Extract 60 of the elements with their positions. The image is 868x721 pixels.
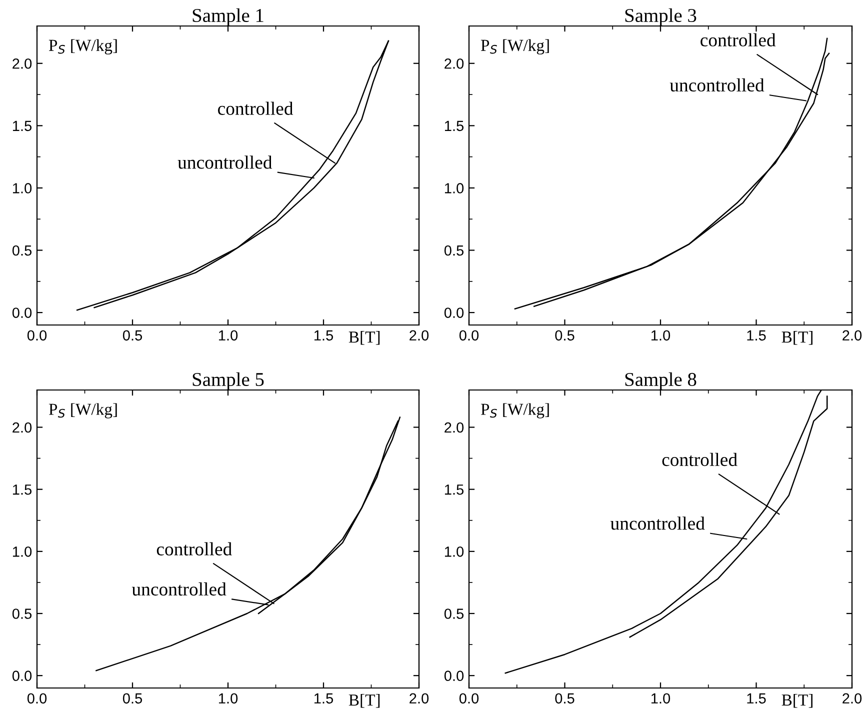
x-tick-label: 0.0 xyxy=(27,693,47,704)
x-axis-title: B[T] xyxy=(348,330,380,345)
y-axis-title: P$_{S}$ [W/kg] xyxy=(480,403,549,418)
annotation: uncontrolled xyxy=(670,78,764,92)
x-tick-label: 1.0 xyxy=(218,693,238,704)
y-tick-label: 0.0 xyxy=(12,670,32,682)
x-tick-label: 0.5 xyxy=(555,693,574,704)
x-tick-label: 1.0 xyxy=(651,330,670,341)
x-tick-label: 1.5 xyxy=(747,330,766,341)
y-tick-label: 1.5 xyxy=(12,484,32,495)
y-tick-label: 1.0 xyxy=(12,183,32,194)
annotation: controlled xyxy=(156,542,232,556)
y-tick-label: 1.0 xyxy=(444,546,464,557)
x-tick-label: 0.0 xyxy=(459,693,479,704)
x-tick-label: 1.5 xyxy=(314,693,334,704)
x-tick-label: 2.0 xyxy=(842,693,862,704)
y-tick-label: 2.0 xyxy=(12,58,32,69)
y-tick-label: 0.0 xyxy=(12,308,32,318)
chart-title: Sample 1 xyxy=(192,8,264,26)
y-tick-label: 2.0 xyxy=(12,422,32,433)
x-tick-label: 0.0 xyxy=(27,330,47,341)
chart-title: Sample 5 xyxy=(192,372,264,390)
x-axis-title: B[T] xyxy=(782,694,812,708)
y-tick-label: 0.0 xyxy=(444,670,464,682)
chart-title: Sample 3 xyxy=(625,8,696,26)
x-axis-title: B[T] xyxy=(782,330,812,345)
annotation: uncontrolled xyxy=(610,516,705,530)
y-tick-label: 1.5 xyxy=(12,120,32,132)
y-axis-title: P$_{S}$ [W/kg] xyxy=(480,39,549,54)
y-tick-label: 1.5 xyxy=(444,120,464,132)
x-tick-label: 1.5 xyxy=(314,330,334,341)
annotation: controlled xyxy=(218,102,294,115)
y-tick-label: 0.5 xyxy=(12,245,32,256)
y-tick-label: 2.0 xyxy=(444,58,464,69)
x-tick-label: 1.0 xyxy=(218,330,238,341)
x-tick-label: 2.0 xyxy=(410,330,429,341)
y-tick-label: 2.0 xyxy=(444,422,464,433)
y-tick-label: 0.0 xyxy=(444,308,464,318)
annotation: controlled xyxy=(662,452,738,466)
x-tick-label: 1.5 xyxy=(747,693,766,704)
y-axis-title: P$_{S}$ [W/kg] xyxy=(48,403,117,418)
x-tick-label: 2.0 xyxy=(410,693,429,704)
annotation: uncontrolled xyxy=(132,582,226,596)
x-tick-label: 0.0 xyxy=(459,330,479,341)
x-tick-label: 0.5 xyxy=(122,693,142,704)
y-tick-label: 0.5 xyxy=(444,245,464,256)
y-tick-label: 1.0 xyxy=(12,546,32,557)
y-tick-label: 0.5 xyxy=(12,608,32,619)
y-tick-label: 1.0 xyxy=(444,183,464,194)
annotation: controlled xyxy=(700,33,776,46)
y-tick-label: 0.5 xyxy=(444,608,464,619)
x-tick-label: 0.5 xyxy=(122,330,142,341)
y-tick-label: 1.5 xyxy=(444,484,464,495)
annotation: uncontrolled xyxy=(178,156,272,169)
x-tick-label: 2.0 xyxy=(842,330,862,341)
y-axis-title: P$_{S}$ [W/kg] xyxy=(48,39,117,54)
x-axis-title: B[T] xyxy=(348,694,380,708)
x-tick-label: 1.0 xyxy=(651,693,670,704)
chart-title: Sample 8 xyxy=(625,372,696,390)
x-tick-label: 0.5 xyxy=(555,330,574,341)
